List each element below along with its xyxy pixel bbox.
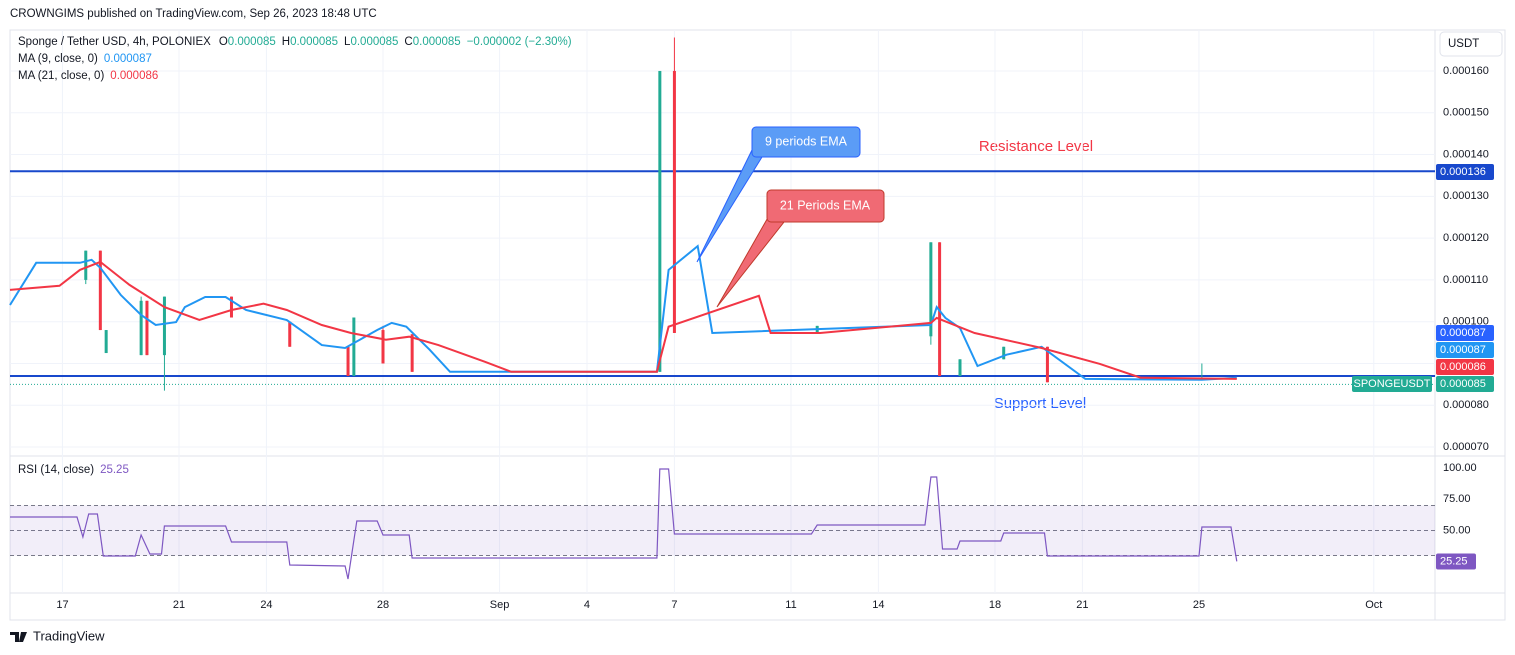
y-tick-label: 100.00 [1443,462,1477,474]
candle-body [162,296,166,356]
candle-body [352,317,356,377]
brand-logo [10,632,27,642]
resistance-label: Resistance Level [979,138,1093,155]
x-tick-label: 7 [671,599,677,611]
symbol-title: Sponge / Tether USD, 4h, POLONIEX [18,36,211,48]
chart-frame [9,29,1506,621]
price-badge [1436,376,1494,392]
candle-body [346,346,350,377]
y-tick-label: 0.000130 [1443,190,1489,202]
ohlc-value: 0.000085 [290,36,338,48]
callouts: 9 periods EMA 21 Periods EMA [696,126,885,308]
brand: TradingView [10,628,105,643]
ma-line [9,260,1237,380]
x-tick-label: 24 [260,599,272,611]
x-tick-label: 18 [989,599,1001,611]
y-tick-label: 0.000150 [1443,107,1489,119]
x-tick-label: 14 [872,599,884,611]
brand-name: TradingView [33,628,105,643]
callout-text: 21 Periods EMA [780,198,871,212]
x-tick-label: 28 [377,599,389,611]
support-label: Support Level [994,395,1087,412]
y-tick-label: 0.000140 [1443,148,1489,160]
price-badge [1436,359,1494,375]
ohlc-value: 0.000085 [228,36,276,48]
candle-body [84,250,88,280]
ma-name: MA (9, close, 0) [18,53,98,65]
y-tick-label: 75.00 [1443,493,1471,505]
symbol-badge-label: SPONGEUSDT [1353,378,1430,390]
ohlc-value: 0.000085 [350,36,398,48]
x-tick-label: 17 [56,599,68,611]
y-tick-label: 0.000100 [1443,316,1489,328]
ma-value: 0.000087 [104,53,152,65]
ohlc-key: C [404,36,412,48]
candle-body [104,330,108,354]
price-badge [1436,164,1494,180]
candle-body [288,321,292,347]
ohlc-key: L [344,36,351,48]
ma-value: 0.000086 [110,70,158,82]
rsi-badge-label: 25.25 [1440,555,1468,567]
candle-body [145,300,149,356]
price-badge [1436,342,1494,358]
ohlc-key: H [282,36,290,48]
published-note: CROWNGIMS published on TradingView.com, … [10,8,377,20]
y-tick-label: 0.000070 [1443,441,1489,453]
price-badge [1436,325,1494,341]
rsi-name: RSI (14, close) [18,464,94,476]
rsi-badge [1436,553,1476,570]
symbol-badge [1352,376,1432,392]
candle-body [929,242,933,337]
ma-line [9,244,1237,381]
x-tick-label: 21 [173,599,185,611]
y-tick-label: 0.000160 [1443,65,1489,77]
y-tick-label: 50.00 [1443,524,1471,536]
x-tick-label: Oct [1365,599,1382,611]
x-tick-label: Sep [490,599,510,611]
x-tick-label: 4 [584,599,590,611]
callout-box [766,189,885,223]
ma-legend: MA (9, close, 0) 0.000087 [18,53,152,65]
y-tick-label: 0.000120 [1443,232,1489,244]
candle-body [1045,346,1049,383]
rsi-line [10,468,1238,580]
price-badge-label: 0.000087 [1440,327,1486,339]
candle-body [98,250,102,331]
candle-body [1002,346,1006,360]
candle-body [229,296,233,318]
currency-label[interactable]: USDT [1448,38,1479,50]
rsi-legend: RSI (14, close) 25.25 [18,464,129,476]
change-value: −0.000002 (−2.30%) [467,36,572,48]
price-badge-label: 0.000087 [1440,344,1486,356]
candle-body [958,359,962,377]
x-tick-label: 21 [1076,599,1088,611]
candle-body [381,330,385,364]
ohlc-key: O [219,36,228,48]
currency-button[interactable] [1439,31,1503,57]
callout-text: 9 periods EMA [765,134,848,148]
ohlc-value: 0.000085 [413,36,461,48]
callout-box [751,126,861,158]
ma-legend: MA (21, close, 0) 0.000086 [18,70,158,82]
y-tick-label: 0.000080 [1443,399,1489,411]
rsi-band [10,505,1435,556]
rsi-value: 25.25 [100,464,129,476]
price-badge-label: 0.000085 [1440,378,1486,390]
callout-pointer [716,213,785,308]
candle-body [139,300,143,356]
price-legend: Sponge / Tether USD, 4h, POLONIEX O0.0000… [18,36,572,48]
candle-body [658,70,662,372]
x-tick-label: 11 [785,599,796,611]
price-badge-label: 0.000086 [1440,361,1486,373]
price-badge-label: 0.000136 [1440,166,1486,178]
candle-body [672,70,676,333]
candle-body [410,334,414,372]
x-tick-label: 25 [1193,599,1205,611]
y-tick-label: 0.000110 [1443,274,1488,286]
ma-name: MA (21, close, 0) [18,70,104,82]
